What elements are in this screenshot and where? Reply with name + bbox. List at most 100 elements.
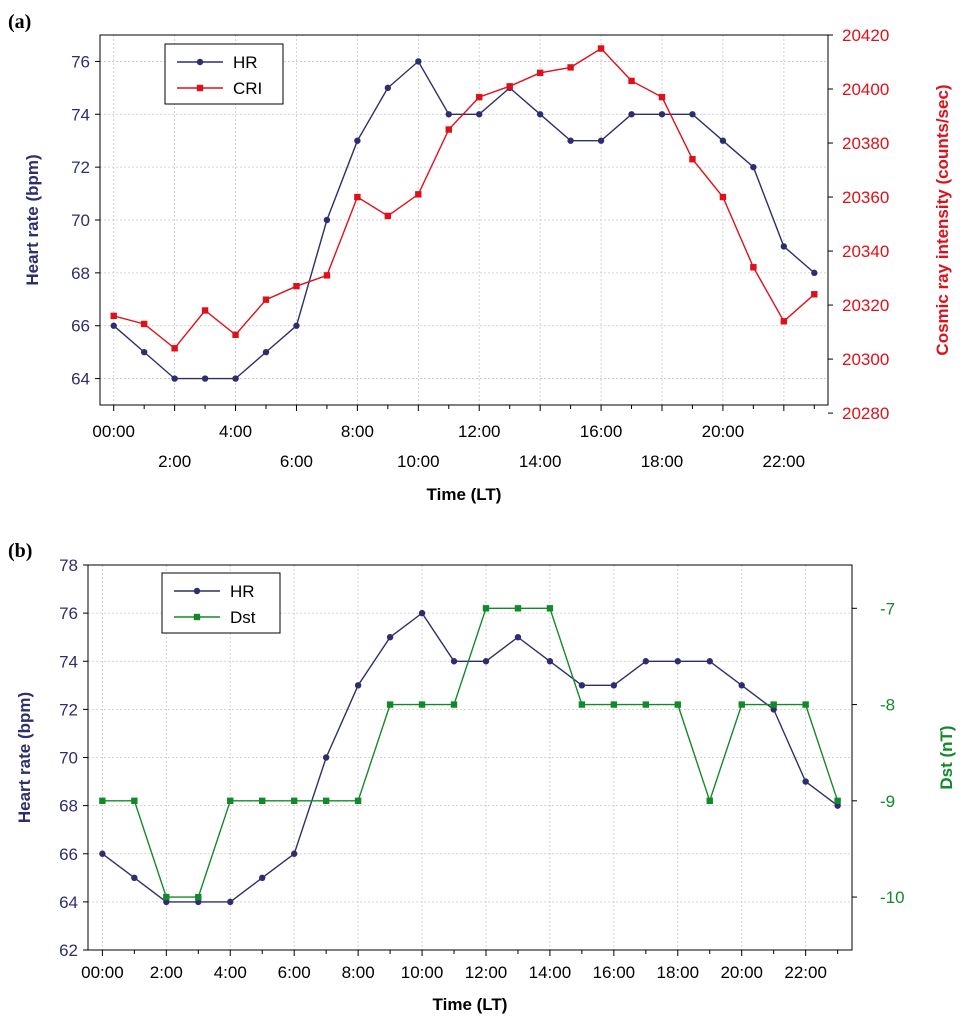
y-left-tick-label: 76: [59, 604, 78, 623]
legend-label-hr: HR: [230, 582, 255, 601]
series-b: [99, 605, 841, 906]
panel-label-a: (a): [8, 11, 31, 33]
data-point-hr: [140, 348, 148, 356]
data-point-hr: [418, 609, 426, 617]
legend-label-hr: HR: [233, 53, 258, 72]
x-tick-label: 8:00: [341, 422, 374, 441]
data-point-cri: [384, 212, 392, 220]
data-point-dst: [195, 893, 202, 901]
x-tick-label: 22:00: [784, 963, 827, 982]
y-axis-right-label-b: Dst (nT): [937, 725, 956, 789]
x-tick-label: 6:00: [278, 963, 311, 982]
data-point-cri: [506, 83, 513, 90]
data-point-hr: [811, 269, 818, 277]
data-point-cri: [811, 291, 818, 298]
data-point-dst: [450, 701, 458, 708]
panel-a: (a) 00:00 4:00 8:00 12:00 16:00 20:00 2:00 6:00…: [8, 11, 952, 504]
data-point-cri: [719, 193, 727, 201]
data-point-hr: [110, 322, 117, 329]
data-point-hr: [738, 682, 745, 689]
legend-b: HR Dst: [161, 572, 281, 634]
data-point-cri: [750, 264, 757, 271]
data-point-cri: [293, 282, 300, 290]
x-tick-label: 18:00: [641, 452, 684, 471]
x-tick-label: 14:00: [519, 452, 562, 471]
data-point-hr: [262, 348, 270, 356]
y-axis-right-label-a: Cosmic ray intensity (counts/sec): [933, 84, 952, 355]
data-point-hr: [293, 322, 300, 329]
data-point-cri: [780, 318, 788, 325]
data-point-dst: [642, 701, 650, 708]
x-tick-label: 00:00: [81, 963, 124, 982]
x-tick-label: 10:00: [397, 452, 440, 471]
y-left-tick-label: 76: [71, 52, 90, 71]
data-point-cri: [232, 331, 239, 338]
data-point-dst: [802, 701, 809, 708]
x-tick-label: 2:00: [158, 452, 191, 471]
y-left-tick-label: 74: [71, 105, 90, 124]
y-left-tick-label: 62: [59, 941, 78, 960]
data-point-dst: [227, 797, 234, 805]
data-point-dst: [354, 797, 362, 805]
data-point-hr: [780, 243, 788, 250]
data-point-hr: [719, 137, 727, 144]
data-point-hr: [232, 375, 239, 382]
data-point-cri: [140, 320, 148, 328]
data-point-hr: [750, 163, 757, 171]
data-point-dst: [546, 605, 554, 612]
data-point-dst: [482, 605, 490, 612]
y-right-tick-label: 20340: [842, 242, 889, 261]
x-tick-label: 00:00: [92, 422, 135, 441]
data-point-dst: [770, 701, 777, 708]
y-right-tick-label: -8: [880, 696, 895, 715]
data-point-dst: [578, 701, 586, 708]
data-point-dst: [706, 797, 713, 805]
legend-box: [161, 572, 281, 634]
data-point-hr: [628, 111, 635, 118]
y-right-tick-label: 20420: [842, 26, 889, 45]
data-point-hr: [610, 682, 618, 689]
data-point-hr: [642, 658, 650, 665]
data-point-cri: [262, 296, 270, 303]
x-tick-label: 6:00: [280, 452, 313, 471]
panel-label-b: (b): [8, 540, 32, 562]
y-left-tick-label: 64: [71, 370, 90, 389]
y-left-tick-label: 68: [71, 264, 90, 283]
data-point-hr: [597, 137, 605, 144]
data-point-dst: [610, 701, 618, 708]
data-point-hr: [415, 58, 422, 65]
x-tick-label: 16:00: [580, 422, 623, 441]
y-left-tick-label: 70: [71, 211, 90, 230]
data-point-hr: [171, 375, 178, 382]
y-right-tick-label: -9: [880, 792, 895, 811]
data-point-hr: [802, 778, 809, 785]
y-left-tick-label: 78: [59, 556, 78, 575]
data-point-cri: [171, 345, 178, 352]
y-right-tick-label: 20360: [842, 188, 889, 207]
data-point-cri: [476, 93, 483, 101]
legend-marker-hr: [193, 587, 201, 595]
x-tick-label: 16:00: [593, 963, 636, 982]
x-tick-label: 10:00: [401, 963, 444, 982]
data-point-dst: [99, 797, 106, 805]
data-point-hr: [195, 898, 202, 906]
x-tick-label: 12:00: [465, 963, 508, 982]
x-tick-label: 4:00: [214, 963, 247, 982]
data-point-cri: [445, 126, 452, 133]
data-point-cri: [597, 45, 605, 52]
y-left-tick-label: 64: [59, 893, 78, 912]
data-point-cri: [110, 312, 117, 320]
data-point-hr: [514, 633, 522, 641]
series-line-dst: [102, 607, 839, 898]
data-point-hr: [354, 137, 361, 144]
x-tick-label: 22:00: [763, 452, 806, 471]
x-tick-label: 8:00: [342, 963, 375, 982]
y-left-tick-label: 72: [71, 158, 90, 177]
data-point-hr: [386, 633, 394, 641]
data-point-dst: [418, 701, 426, 708]
data-point-hr: [536, 111, 544, 118]
x-tick-label: 20:00: [720, 963, 763, 982]
y-left-tick-label: 72: [59, 700, 78, 719]
grid-a: [100, 35, 828, 405]
